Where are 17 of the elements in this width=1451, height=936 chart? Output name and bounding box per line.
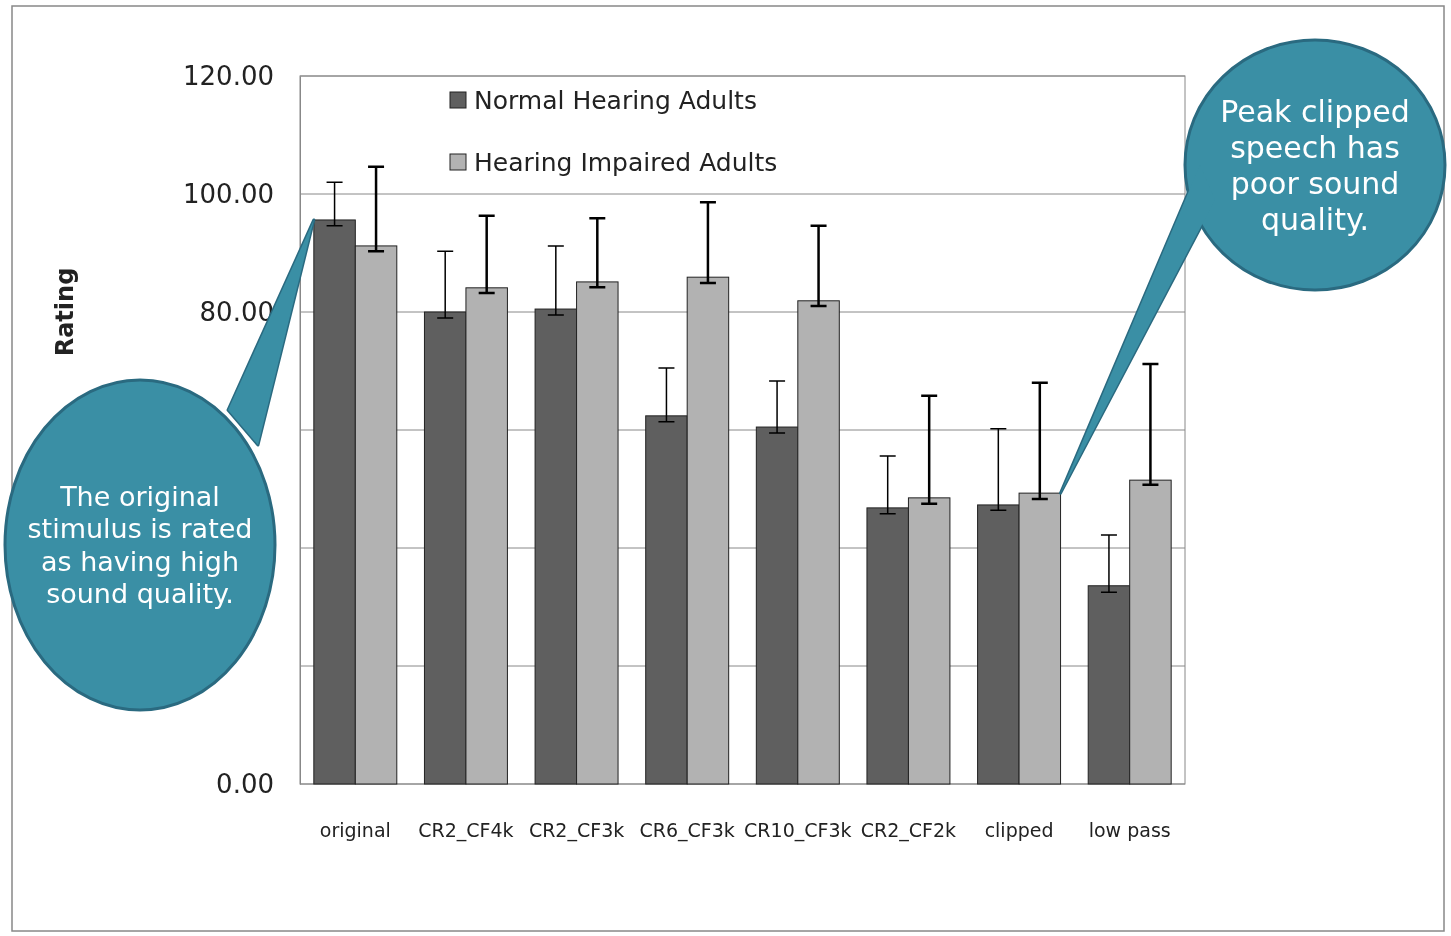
y-tick-label: 0.00	[216, 768, 274, 799]
x-tick-label: CR10_CF3k	[744, 819, 852, 843]
legend-label: Normal Hearing Adults	[474, 86, 757, 115]
text: Peak clipped speech has poor sound quality.	[1220, 93, 1410, 237]
x-tick-label: CR2_CF2k	[860, 819, 957, 843]
x-tick-label: original	[319, 819, 391, 842]
y-tick-label: 120.00	[183, 60, 274, 91]
x-tick-label: CR6_CF3k	[639, 819, 735, 843]
x-tick-label: CR2_CF4k	[418, 819, 514, 843]
y-tick-label: 80.00	[199, 296, 274, 327]
x-tick-label: clipped	[984, 819, 1054, 842]
y-axis-title: Rating	[51, 267, 79, 357]
text: The original stimulus is rated as having high sound quality.	[27, 480, 253, 610]
legend-label: Hearing Impaired Adults	[474, 148, 778, 177]
y-tick-label: 100.00	[183, 178, 274, 209]
x-tick-label: CR2_CF3k	[528, 819, 625, 843]
x-tick-label: low pass	[1088, 819, 1171, 842]
